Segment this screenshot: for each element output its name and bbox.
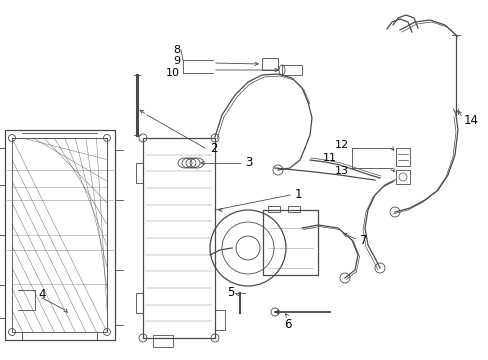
- Text: 5: 5: [227, 287, 235, 300]
- Text: 2: 2: [209, 141, 217, 154]
- Bar: [267, 206, 280, 212]
- Text: 12: 12: [334, 140, 348, 150]
- Bar: [153, 335, 173, 347]
- Bar: [287, 206, 299, 212]
- Bar: [282, 65, 302, 75]
- Text: 11: 11: [323, 153, 336, 163]
- Text: 8: 8: [173, 45, 180, 55]
- Bar: [12, 138, 107, 332]
- Text: 1: 1: [294, 189, 302, 202]
- Bar: [263, 210, 317, 275]
- Circle shape: [275, 310, 280, 314]
- Text: 9: 9: [173, 56, 180, 66]
- Text: 14: 14: [463, 113, 478, 126]
- Bar: [395, 148, 409, 166]
- Bar: [5, 130, 115, 340]
- Text: 10: 10: [165, 68, 180, 78]
- Text: 13: 13: [334, 166, 348, 176]
- Text: 6: 6: [284, 318, 291, 331]
- Bar: [395, 170, 409, 184]
- Bar: [142, 138, 215, 338]
- Text: 4: 4: [38, 288, 45, 302]
- Bar: [262, 58, 278, 70]
- Text: 3: 3: [244, 157, 252, 170]
- Text: 7: 7: [359, 234, 367, 247]
